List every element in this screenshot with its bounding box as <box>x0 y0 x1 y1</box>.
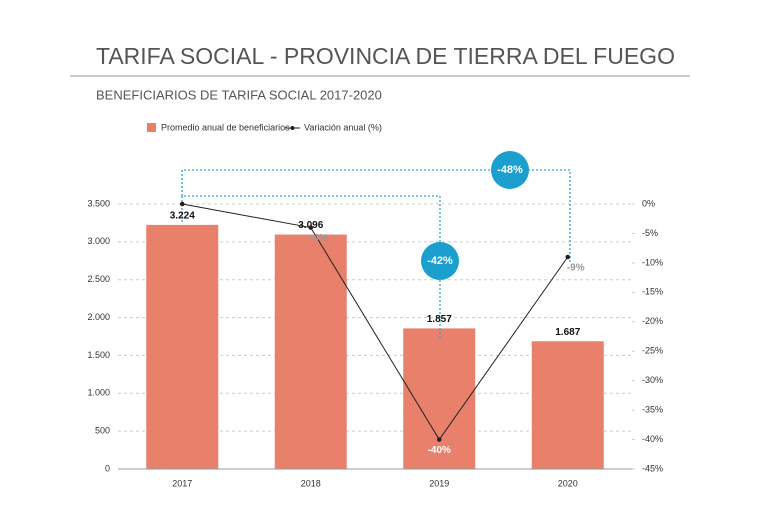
line-point <box>179 201 185 207</box>
line-value-label: -4% <box>310 233 328 244</box>
y2-tick-label: -20% <box>642 316 663 326</box>
chart-title: TARIFA SOCIAL - PROVINCIA DE TIERRA DEL … <box>96 43 675 69</box>
bar <box>531 341 604 469</box>
line <box>182 203 569 441</box>
y-tick-label: 500 <box>95 426 110 436</box>
y-tick-label: 2.000 <box>87 312 110 322</box>
y-tick-label: 1.500 <box>87 350 110 360</box>
legend-label: Variación anual (%) <box>304 122 382 132</box>
line-point <box>436 437 442 442</box>
bar <box>146 224 219 469</box>
y2-tick-label: -5% <box>642 228 658 238</box>
legend-label: Promedio anual de beneficiarios <box>161 122 290 132</box>
y-tick-label: 2.500 <box>87 274 110 284</box>
bar <box>403 328 476 469</box>
line-point <box>565 254 571 260</box>
annotation-badge <box>491 151 529 189</box>
y2-tick-label: 0% <box>642 198 655 208</box>
y-tick-label: 3.000 <box>87 236 110 246</box>
line-value-label: -9% <box>567 263 585 274</box>
annotation: -48% <box>497 164 523 176</box>
annotation: -42% <box>427 255 453 267</box>
y2-tick-label: -15% <box>642 287 663 297</box>
y2-tick-label: -30% <box>642 375 663 385</box>
legend-swatch <box>147 123 156 132</box>
y-tick-label: 3.500 <box>87 198 110 208</box>
y2-tick-label: -25% <box>642 346 663 356</box>
line-point <box>308 225 314 230</box>
bar <box>274 234 347 469</box>
annotation-bracket <box>181 169 571 262</box>
annotation-badge <box>421 242 459 280</box>
x-tick-label: 2019 <box>429 478 449 488</box>
y2-tick-label: -35% <box>642 404 663 414</box>
bar-value-label: 1.687 <box>555 327 580 338</box>
x-tick-label: 2020 <box>558 478 578 488</box>
x-tick-label: 2018 <box>301 478 321 488</box>
y2-tick-label: -45% <box>642 463 663 473</box>
line-value-label: -40% <box>428 445 451 456</box>
chart-subtitle: BENEFICIARIOS DE TARIFA SOCIAL 2017-2020 <box>96 87 382 102</box>
x-tick-label: 2017 <box>172 478 192 488</box>
y2-tick-label: -40% <box>642 434 663 444</box>
legend-marker <box>290 126 295 130</box>
y-tick-label: 1.000 <box>87 388 110 398</box>
y-tick-label: 0 <box>105 463 110 473</box>
bar-value-label: 3.224 <box>170 211 195 222</box>
bar-value-label: 1.857 <box>427 314 452 325</box>
y2-tick-label: -10% <box>642 257 663 267</box>
